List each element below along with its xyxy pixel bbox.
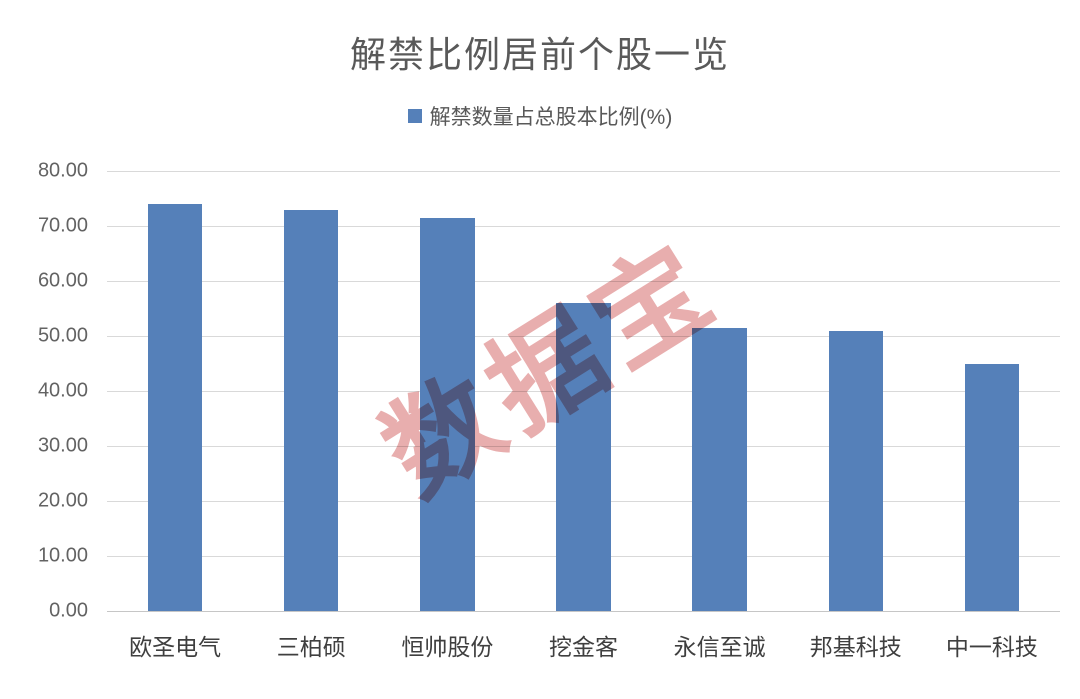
x-tick-label: 欧圣电气 <box>129 634 222 660</box>
bar-中一科技 <box>964 363 1020 611</box>
gridline <box>107 226 1060 227</box>
bar-slot <box>788 171 924 611</box>
y-tick-label: 30.00 <box>37 434 88 457</box>
chart-title: 解禁比例居前个股一览 <box>349 34 730 75</box>
y-tick-label: 40.00 <box>37 379 88 402</box>
legend: 解禁数量占总股本比例(%) <box>0 101 1080 131</box>
bars-row <box>107 171 1060 611</box>
x-tick-label: 恒帅股份 <box>401 634 494 660</box>
y-tick-label: 50.00 <box>37 324 88 347</box>
y-tick-label: 20.00 <box>37 489 88 512</box>
legend-swatch-icon <box>407 109 422 123</box>
y-tick-label: 10.00 <box>37 544 88 567</box>
bar-三柏硕 <box>283 209 339 611</box>
bar-slot <box>243 171 379 611</box>
bar-恒帅股份 <box>420 217 475 611</box>
bar-欧圣电气 <box>147 204 203 611</box>
x-tick-label: 三柏硕 <box>276 634 346 660</box>
x-axis: 欧圣电气 三柏硕 恒帅股份 挖金客 永信至诚 邦基科技 中一科技 <box>107 628 1060 662</box>
plot-area: 0.00 10.00 20.00 30.00 40.00 50.00 60.00 70.00 8… <box>38 160 1060 660</box>
x-tick-label: 邦基科技 <box>809 634 902 660</box>
gridline <box>107 281 1060 282</box>
bar-slot <box>652 171 788 611</box>
gridline <box>107 611 1060 612</box>
bar-永信至诚 <box>692 327 747 611</box>
x-tick-label: 永信至诚 <box>673 634 766 660</box>
y-tick-label: 80.00 <box>37 159 88 182</box>
bar-slot <box>379 171 515 611</box>
bar-邦基科技 <box>828 330 883 611</box>
x-tick-label: 挖金客 <box>548 634 618 660</box>
bar-slot <box>107 171 243 611</box>
legend-label: 解禁数量占总股本比例(%) <box>429 106 673 129</box>
bar-挖金客 <box>556 303 611 611</box>
y-tick-label: 0.00 <box>49 599 88 622</box>
gridline <box>107 171 1060 172</box>
y-tick-label: 60.00 <box>37 269 88 292</box>
x-tick-label: 中一科技 <box>945 634 1038 660</box>
y-tick-label: 70.00 <box>37 214 88 237</box>
bar-slot <box>924 171 1060 611</box>
bar-slot <box>515 171 651 611</box>
